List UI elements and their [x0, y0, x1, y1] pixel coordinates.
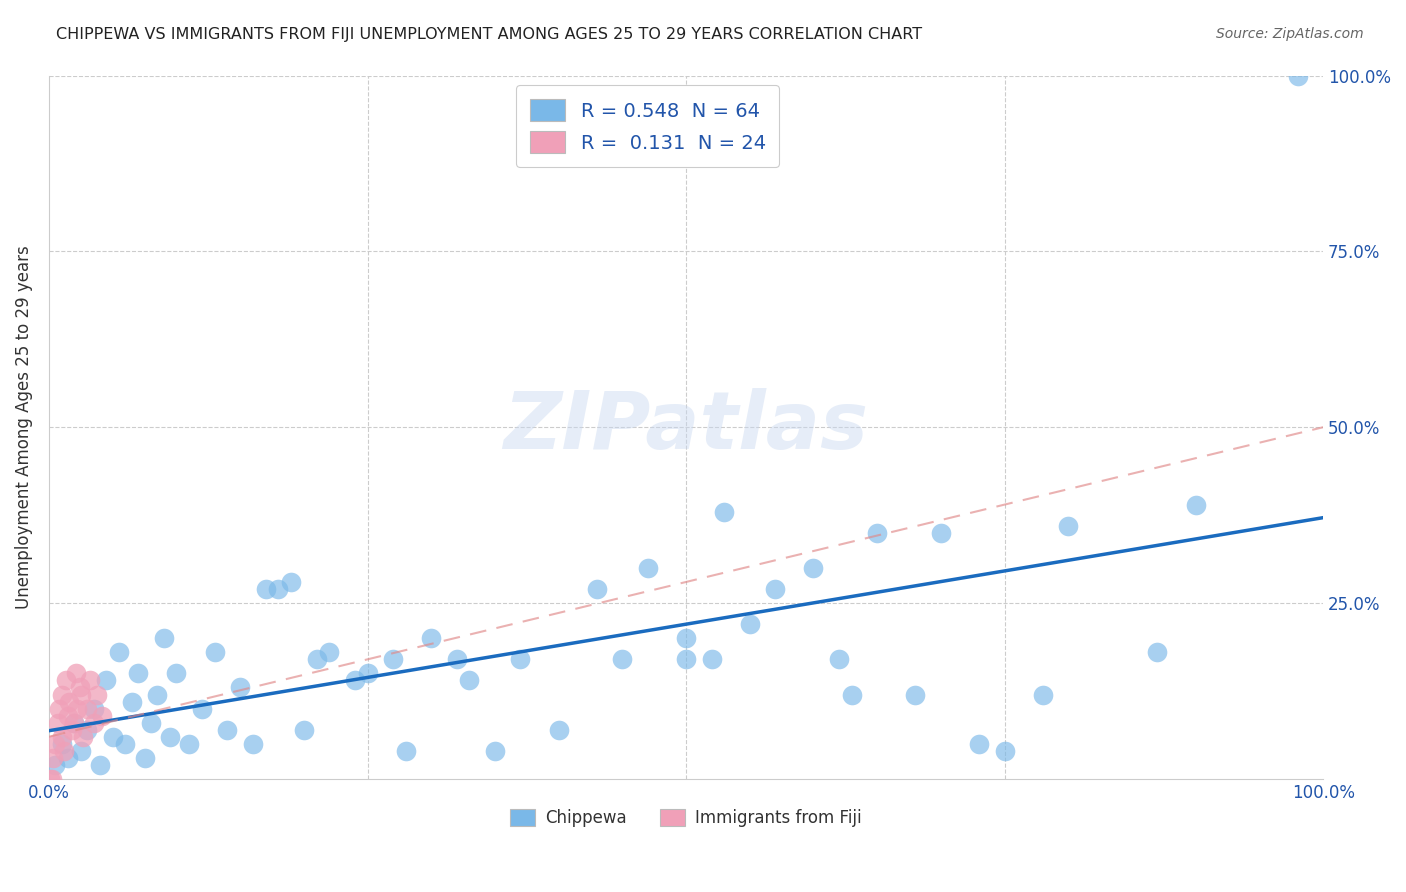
Point: [292, 723, 315, 737]
Point: [63, 715, 86, 730]
Point: [1057, 518, 1080, 533]
Point: [114, 737, 136, 751]
Point: [637, 561, 659, 575]
Point: [46, 715, 69, 730]
Point: [76, 723, 98, 737]
Point: [179, 737, 201, 751]
Point: [305, 652, 328, 666]
Y-axis label: Unemployment Among Ages 25 to 29 years: Unemployment Among Ages 25 to 29 years: [15, 245, 32, 609]
Point: [1286, 69, 1309, 83]
Point: [254, 582, 277, 596]
Point: [700, 652, 723, 666]
Point: [738, 617, 761, 632]
Point: [72, 730, 94, 744]
Point: [713, 505, 735, 519]
Point: [420, 632, 443, 646]
Point: [89, 757, 111, 772]
Point: [152, 632, 174, 646]
Point: [108, 645, 131, 659]
Point: [76, 701, 98, 715]
Point: [60, 723, 83, 737]
Point: [217, 723, 239, 737]
Point: [586, 582, 609, 596]
Point: [48, 701, 70, 715]
Point: [44, 757, 66, 772]
Point: [318, 645, 340, 659]
Point: [929, 525, 952, 540]
Point: [1032, 688, 1054, 702]
Point: [484, 744, 506, 758]
Point: [44, 737, 66, 751]
Point: [280, 574, 302, 589]
Point: [458, 673, 481, 688]
Point: [1184, 498, 1206, 512]
Point: [51, 730, 73, 744]
Point: [204, 645, 226, 659]
Point: [39, 772, 62, 786]
Point: [91, 708, 114, 723]
Point: [101, 730, 124, 744]
Point: [967, 737, 990, 751]
Point: [612, 652, 634, 666]
Point: [55, 673, 77, 688]
Point: [83, 701, 105, 715]
Point: [675, 652, 697, 666]
Point: [66, 701, 89, 715]
Point: [65, 666, 87, 681]
Point: [356, 666, 378, 681]
Point: [229, 681, 252, 695]
Point: [51, 688, 73, 702]
Text: ZIPatlas: ZIPatlas: [503, 388, 869, 467]
Point: [841, 688, 863, 702]
Point: [446, 652, 468, 666]
Point: [42, 751, 65, 765]
Point: [69, 681, 91, 695]
Point: [994, 744, 1017, 758]
Point: [63, 715, 86, 730]
Point: [1146, 645, 1168, 659]
Point: [191, 701, 214, 715]
Point: [53, 744, 76, 758]
Point: [56, 708, 79, 723]
Point: [41, 772, 63, 786]
Point: [803, 561, 825, 575]
Point: [58, 694, 80, 708]
Point: [79, 673, 101, 688]
Text: CHIPPEWA VS IMMIGRANTS FROM FIJI UNEMPLOYMENT AMONG AGES 25 TO 29 YEARS CORRELAT: CHIPPEWA VS IMMIGRANTS FROM FIJI UNEMPLO…: [56, 27, 922, 42]
Point: [96, 673, 118, 688]
Text: Source: ZipAtlas.com: Source: ZipAtlas.com: [1216, 27, 1364, 41]
Point: [51, 737, 73, 751]
Point: [242, 737, 264, 751]
Point: [395, 744, 418, 758]
Point: [146, 688, 169, 702]
Point: [134, 751, 156, 765]
Point: [69, 744, 91, 758]
Point: [904, 688, 927, 702]
Point: [866, 525, 889, 540]
Point: [56, 751, 79, 765]
Point: [675, 632, 697, 646]
Point: [267, 582, 290, 596]
Point: [83, 715, 105, 730]
Point: [69, 688, 91, 702]
Legend: Chippewa, Immigrants from Fiji: Chippewa, Immigrants from Fiji: [503, 803, 869, 834]
Point: [509, 652, 531, 666]
Point: [828, 652, 851, 666]
Point: [343, 673, 366, 688]
Point: [382, 652, 405, 666]
Point: [127, 666, 149, 681]
Point: [763, 582, 786, 596]
Point: [159, 730, 181, 744]
Point: [121, 694, 143, 708]
Point: [547, 723, 569, 737]
Point: [139, 715, 162, 730]
Point: [165, 666, 187, 681]
Point: [86, 688, 108, 702]
